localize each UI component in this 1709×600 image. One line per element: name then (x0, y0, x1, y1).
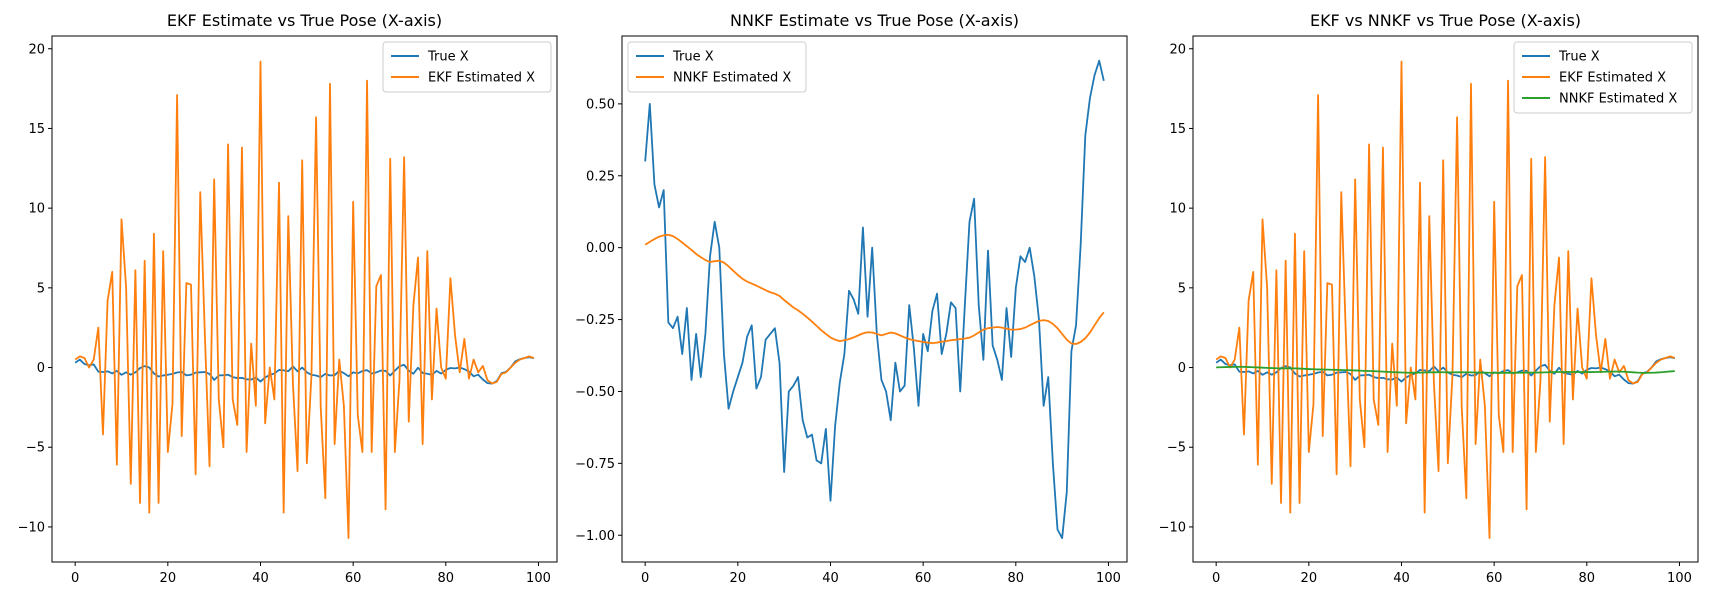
y-tick-label: 0.50 (586, 97, 615, 112)
x-tick-label: 40 (822, 571, 839, 586)
legend-label: True X (1558, 50, 1600, 65)
axes-frame (1192, 35, 1699, 563)
legend-label: EKF Estimated X (1559, 71, 1666, 86)
y-tick-label: 10 (1169, 202, 1186, 217)
x-tick-label: 0 (1212, 571, 1220, 586)
x-tick-label: 0 (71, 571, 79, 586)
y-tick-label: 20 (1169, 42, 1186, 57)
x-tick-label: 0 (641, 571, 649, 586)
legend-label: True X (672, 50, 714, 65)
y-tick-label: 5 (37, 281, 45, 296)
chart-panel-2: NNKF Estimate vs True Pose (X-axis) 0 20 40… (575, 11, 1128, 586)
x-tick-label: 20 (1301, 571, 1318, 586)
series-line-true-x (644, 59, 1105, 540)
axes-frame (621, 35, 1128, 563)
y-tick-label: 20 (28, 42, 45, 57)
y-tick-label: −0.25 (575, 313, 615, 328)
x-tick-label: 40 (1393, 571, 1410, 586)
y-tick-label: 0 (37, 361, 45, 376)
x-tick-label: 100 (1667, 571, 1692, 586)
y-tick-label: −0.50 (575, 385, 615, 400)
x-tick-label: 100 (526, 571, 551, 586)
y-tick-label: −5 (1167, 441, 1186, 456)
series-line-nnkf-estimated-x (1216, 365, 1675, 374)
y-tick-label: 15 (1169, 122, 1186, 137)
series-line-ekf-estimated-x (1215, 60, 1676, 539)
y-tick-label: 5 (1178, 281, 1186, 296)
chart-title: NNKF Estimate vs True Pose (X-axis) (730, 11, 1019, 30)
legend-box (1513, 41, 1693, 114)
y-tick-label: 0.00 (586, 241, 615, 256)
y-tick-label: −0.75 (575, 457, 615, 472)
legend-label: EKF Estimated X (428, 71, 535, 86)
x-tick-label: 80 (438, 571, 455, 586)
y-tick-label: 0 (1178, 361, 1186, 376)
axes-frame (51, 35, 558, 563)
chart-title: EKF Estimate vs True Pose (X-axis) (167, 11, 442, 30)
series-group (74, 60, 535, 539)
x-tick-label: 60 (345, 571, 362, 586)
y-tick-label: −10 (18, 520, 45, 535)
y-tick-label: −1.00 (575, 529, 615, 544)
chart-panel-1: EKF Estimate vs True Pose (X-axis) 0 20 40 6… (18, 11, 558, 586)
x-tick-label: 80 (1008, 571, 1025, 586)
x-tick-label: 80 (1579, 571, 1596, 586)
y-tick-label: −10 (1159, 520, 1186, 535)
series-line-ekf-estimated-x (74, 60, 535, 539)
x-tick-label: 100 (1096, 571, 1121, 586)
y-tick-label: 0.25 (586, 169, 615, 184)
chart-title: EKF vs NNKF vs True Pose (X-axis) (1310, 11, 1581, 30)
series-group (644, 59, 1105, 540)
x-tick-label: 20 (160, 571, 177, 586)
legend-label: NNKF Estimated X (673, 71, 791, 86)
series-group (1215, 60, 1676, 539)
series-line-nnkf-estimated-x (644, 233, 1105, 345)
legend: True X EKF Estimated X NNKF Estimated X (1513, 41, 1693, 114)
legend: True X NNKF Estimated X (627, 41, 807, 93)
y-tick-label: 15 (28, 122, 45, 137)
chart-panel-3: EKF vs NNKF vs True Pose (X-axis) 0 20 40 60… (1159, 11, 1699, 586)
legend-label: NNKF Estimated X (1559, 92, 1677, 107)
legend: True X EKF Estimated X (382, 41, 552, 93)
x-tick-label: 60 (1486, 571, 1503, 586)
legend-box (627, 41, 807, 93)
y-tick-label: −5 (26, 441, 45, 456)
x-tick-label: 20 (730, 571, 747, 586)
x-tick-label: 60 (915, 571, 932, 586)
legend-label: True X (427, 50, 469, 65)
legend-box (382, 41, 552, 93)
y-tick-label: 10 (28, 202, 45, 217)
x-tick-label: 40 (252, 571, 269, 586)
